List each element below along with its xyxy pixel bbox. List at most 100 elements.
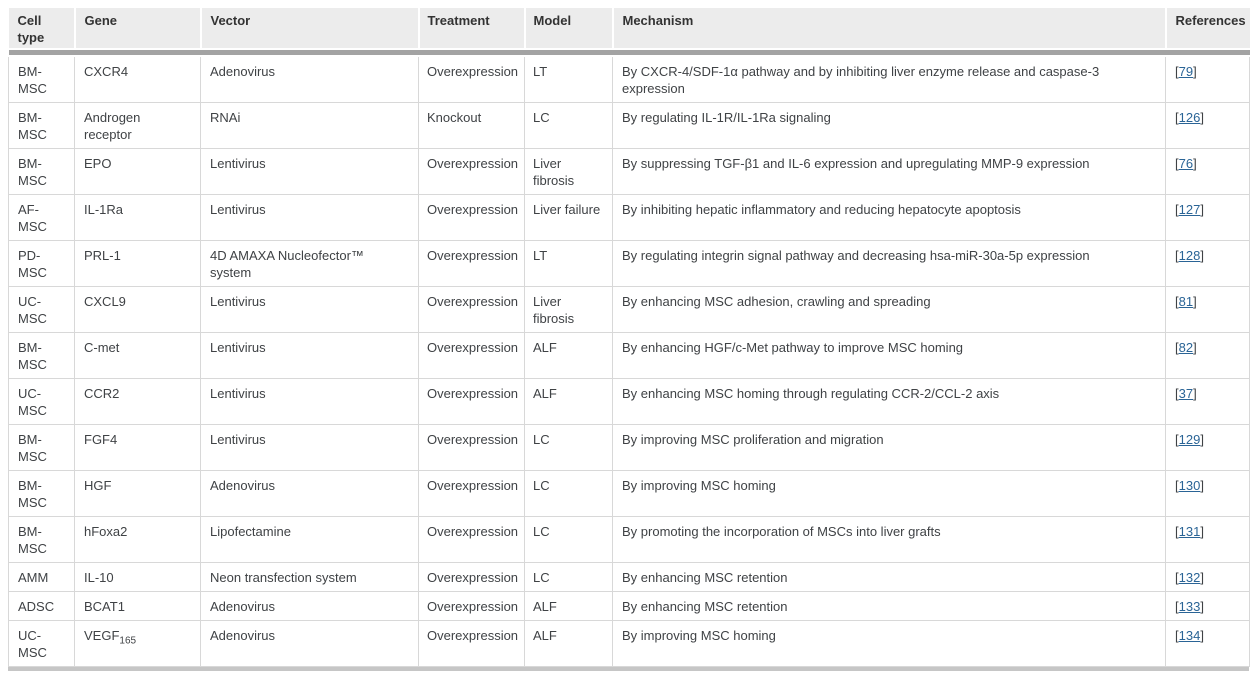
gene-value: IL-1Ra	[84, 202, 124, 217]
model-cell: LC	[524, 102, 613, 149]
column-header-references: References	[1164, 8, 1250, 50]
reference-link[interactable]: 76	[1178, 156, 1194, 171]
reference-cell: [134]	[1165, 620, 1250, 667]
treatment-value: Overexpression	[427, 599, 519, 614]
gene-value: C-met	[84, 340, 120, 355]
reference-link[interactable]: 127	[1178, 202, 1201, 217]
reference-link[interactable]: 82	[1178, 340, 1194, 355]
model-cell: LT	[524, 55, 613, 103]
vector-cell: Lentivirus	[200, 378, 419, 425]
model-cell: LT	[524, 240, 613, 287]
reference-bracket-open: [	[1175, 202, 1179, 217]
cell-type-value: AMM	[18, 570, 49, 585]
gene-subscript: 165	[119, 635, 137, 647]
treatment-cell: Overexpression	[418, 620, 525, 667]
table-row: BM-MSC C-met Lentivirus Overexpression A…	[8, 332, 1250, 379]
reference-bracket-open: [	[1175, 64, 1179, 79]
reference-bracket-open: [	[1175, 294, 1179, 309]
vector-value: Lentivirus	[210, 340, 266, 355]
mechanism-cell: By improving MSC proliferation and migra…	[612, 424, 1166, 471]
cell-type-cell: AMM	[8, 562, 75, 592]
mechanism-value: By suppressing TGF-β1 and IL-6 expressio…	[622, 156, 1090, 171]
vector-cell: Adenovirus	[200, 620, 419, 667]
treatment-cell: Overexpression	[418, 591, 525, 621]
gene-value: hFoxa2	[84, 524, 128, 539]
reference-link[interactable]: 81	[1178, 294, 1194, 309]
reference-link[interactable]: 132	[1178, 570, 1201, 585]
reference-cell: [79]	[1165, 55, 1250, 103]
gene-cell: CXCL9	[74, 286, 201, 333]
reference-cell: [133]	[1165, 591, 1250, 621]
reference-bracket-close: ]	[1200, 432, 1204, 447]
column-header-vector: Vector	[199, 8, 420, 50]
column-header-gene: Gene	[73, 8, 202, 50]
reference-link[interactable]: 134	[1178, 628, 1201, 643]
cell-type-cell: UC-MSC	[8, 378, 75, 425]
gene-value: HGF	[84, 478, 112, 493]
table-header: Cell type Gene Vector Treatment Model Me…	[8, 8, 1250, 57]
reference-bracket-close: ]	[1200, 628, 1204, 643]
vector-value: Adenovirus	[210, 478, 276, 493]
treatment-cell: Overexpression	[418, 516, 525, 563]
cell-type-value: BM-MSC	[18, 432, 47, 464]
model-cell: ALF	[524, 591, 613, 621]
table-row: BM-MSC CXCR4 Adenovirus Overexpression L…	[8, 55, 1250, 103]
model-cell: Liver fibrosis	[524, 286, 613, 333]
vector-cell: Neon transfection system	[200, 562, 419, 592]
mechanism-cell: By improving MSC homing	[612, 470, 1166, 517]
header-divider-bar-cell	[8, 48, 1250, 57]
gene-cell: CXCR4	[74, 55, 201, 103]
reference-link[interactable]: 133	[1178, 599, 1201, 614]
gene-cell: IL-10	[74, 562, 201, 592]
model-cell: ALF	[524, 620, 613, 667]
reference-cell: [126]	[1165, 102, 1250, 149]
vector-value: Lentivirus	[210, 156, 266, 171]
vector-value: Lentivirus	[210, 294, 266, 309]
mechanism-value: By inhibiting hepatic inflammatory and r…	[622, 202, 1021, 217]
gene-cell: VEGF165	[74, 620, 201, 667]
mechanism-cell: By regulating IL-1R/IL-1Ra signaling	[612, 102, 1166, 149]
reference-link[interactable]: 130	[1178, 478, 1201, 493]
reference-bracket-close: ]	[1200, 478, 1204, 493]
column-header-cell-type: Cell type	[8, 8, 76, 50]
reference-bracket-close: ]	[1200, 599, 1204, 614]
reference-link[interactable]: 126	[1178, 110, 1201, 125]
table-row: UC-MSC CXCL9 Lentivirus Overexpression L…	[8, 286, 1250, 333]
reference-cell: [127]	[1165, 194, 1250, 241]
reference-link[interactable]: 128	[1178, 248, 1201, 263]
reference-link[interactable]: 79	[1178, 64, 1194, 79]
gene-value: CXCR4	[84, 64, 129, 79]
treatment-value: Overexpression	[427, 64, 519, 79]
model-value: LC	[533, 478, 550, 493]
reference-bracket-close: ]	[1193, 64, 1197, 79]
reference-link[interactable]: 131	[1178, 524, 1201, 539]
mechanism-value: By regulating integrin signal pathway an…	[622, 248, 1090, 263]
vector-cell: Lentivirus	[200, 424, 419, 471]
treatment-cell: Overexpression	[418, 194, 525, 241]
gene-value: PRL-1	[84, 248, 121, 263]
cell-type-cell: BM-MSC	[8, 55, 75, 103]
reference-cell: [130]	[1165, 470, 1250, 517]
vector-value: Adenovirus	[210, 599, 276, 614]
gene-cell: C-met	[74, 332, 201, 379]
treatment-value: Overexpression	[427, 156, 519, 171]
treatment-value: Overexpression	[427, 386, 519, 401]
treatment-cell: Overexpression	[418, 424, 525, 471]
model-value: LC	[533, 432, 550, 447]
mechanism-cell: By enhancing HGF/c-Met pathway to improv…	[612, 332, 1166, 379]
model-value: Liver failure	[533, 202, 601, 217]
gene-cell: HGF	[74, 470, 201, 517]
model-value: ALF	[533, 340, 557, 355]
column-header-mechanism: Mechanism	[611, 8, 1167, 50]
cell-type-value: BM-MSC	[18, 524, 47, 556]
model-value: ALF	[533, 599, 557, 614]
reference-link[interactable]: 129	[1178, 432, 1201, 447]
vector-cell: Adenovirus	[200, 591, 419, 621]
mechanism-cell: By suppressing TGF-β1 and IL-6 expressio…	[612, 148, 1166, 195]
mechanism-value: By improving MSC homing	[622, 478, 776, 493]
table-row: UC-MSC CCR2 Lentivirus Overexpression AL…	[8, 378, 1250, 425]
reference-link[interactable]: 37	[1178, 386, 1194, 401]
vector-cell: RNAi	[200, 102, 419, 149]
vector-value: Lentivirus	[210, 202, 266, 217]
gene-cell: IL-1Ra	[74, 194, 201, 241]
